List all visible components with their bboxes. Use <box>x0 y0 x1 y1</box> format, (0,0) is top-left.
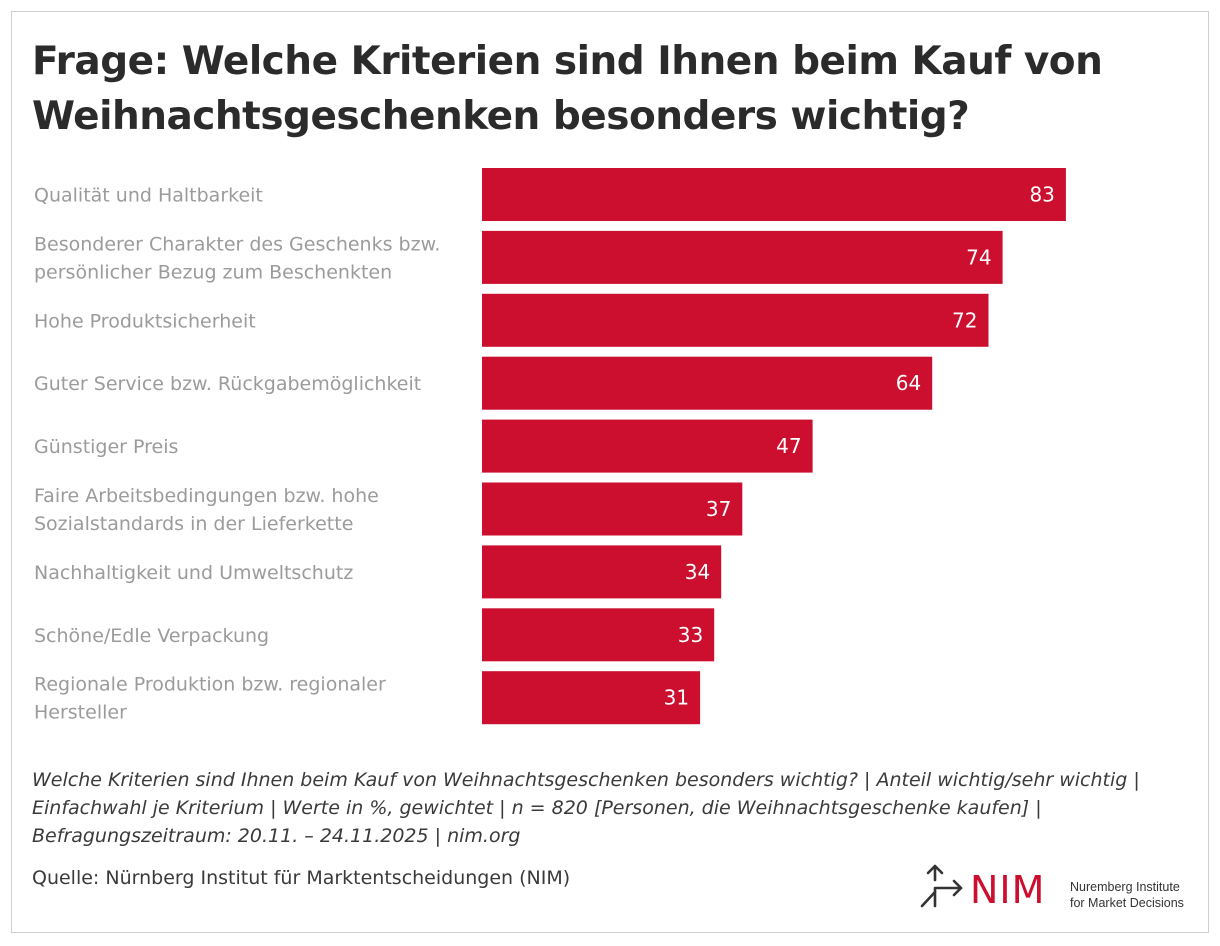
nim-logo: NIM Nuremberg Institute for Market Decis… <box>918 860 1193 916</box>
logo-tagline-line2: for Market Decisions <box>1070 896 1184 910</box>
logo-tagline-line1: Nuremberg Institute <box>1070 880 1180 894</box>
chart-title: Frage: Welche Kriterien sind Ihnen beim … <box>32 39 1103 139</box>
logo-wordmark: NIM <box>970 868 1046 912</box>
methodology-note: Welche Kriterien sind Ihnen beim Kauf vo… <box>32 769 1140 847</box>
source-line: Quelle: Nürnberg Institut für Marktentsc… <box>32 867 571 889</box>
arrow-branch-icon <box>920 864 963 908</box>
